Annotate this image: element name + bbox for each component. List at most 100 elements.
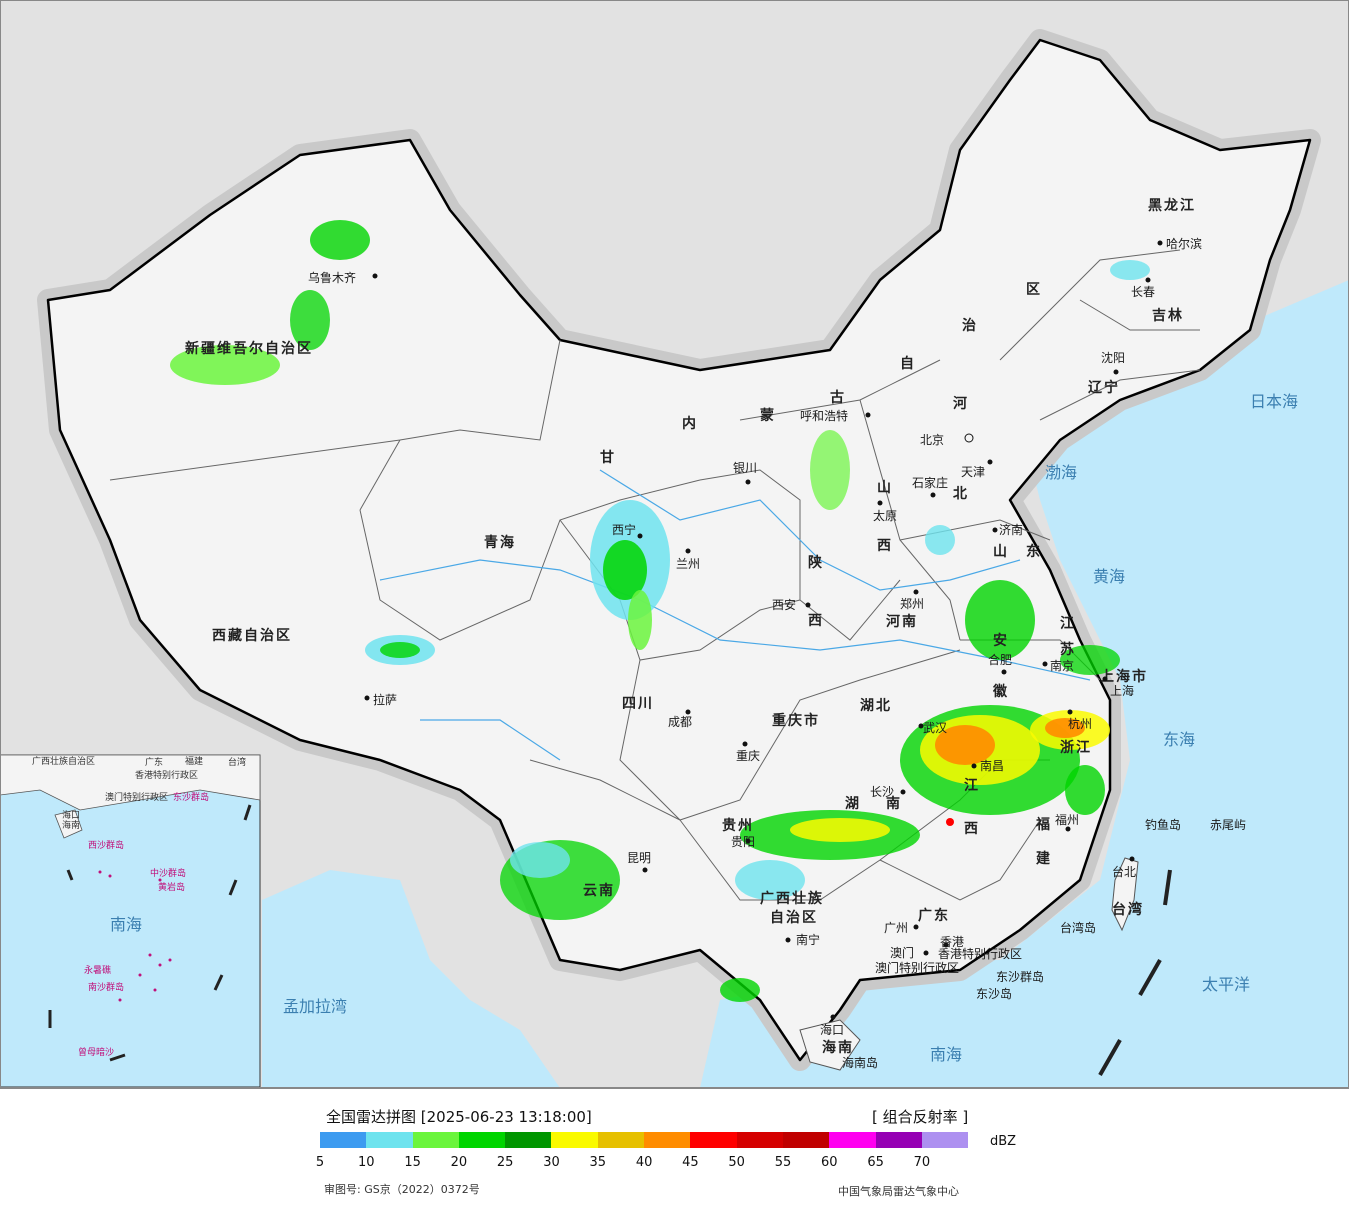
color-scale-ticks: 5 10 15 20 25 30 35 40 45 50 55 60 65 70 — [316, 1155, 970, 1171]
boundary-dashes — [1098, 869, 1172, 1076]
island-labels: 钓鱼岛 赤尾屿 台湾岛 东沙群岛 东沙岛 海南岛 — [842, 817, 1246, 1070]
island-label: 东沙群岛 — [996, 969, 1044, 984]
province-label: 吉林 — [1152, 307, 1184, 324]
city-label: 武汉 — [923, 721, 947, 735]
color-swatch — [597, 1132, 645, 1148]
province-label: 湖北 — [860, 698, 892, 714]
rivers — [379, 469, 1091, 761]
inset-label: 东沙群岛 — [173, 791, 209, 803]
scale-tick-label: 60 — [821, 1155, 838, 1170]
ocean-bengal — [262, 870, 560, 1088]
color-swatch — [782, 1132, 830, 1148]
inset-label: 黄岩岛 — [158, 881, 185, 893]
scale-tick-label: 15 — [404, 1155, 421, 1170]
inset-label: 曾母暗沙 — [78, 1046, 114, 1058]
sea-label: 东海 — [1163, 730, 1195, 749]
province-label: 西藏自治区 — [212, 627, 292, 644]
province-label: 香港特别行政区 — [938, 946, 1022, 961]
sea-labels: 渤海 黄海 东海 南海 日本海 太平洋 孟加拉湾 — [283, 392, 1298, 1064]
province-label: 治 — [962, 317, 978, 334]
province-label: 西 — [877, 538, 893, 554]
province-label: 南 — [886, 795, 902, 812]
province-label: 重庆市 — [772, 712, 820, 729]
province-label: 江 — [1060, 615, 1076, 632]
province-label: 陕 — [808, 554, 824, 571]
province-label: 甘 — [600, 449, 616, 466]
radar-echoes — [170, 220, 1150, 1002]
city-label: 哈尔滨 — [1166, 236, 1202, 251]
inset-label: 海口 — [62, 809, 80, 821]
scale-tick-label: 50 — [728, 1155, 745, 1170]
city-label: 福州 — [1055, 812, 1079, 827]
city-label: 西安 — [772, 597, 796, 612]
inset-label: 南海 — [110, 915, 142, 934]
city-label: 广州 — [884, 921, 908, 935]
province-label: 广东 — [918, 907, 950, 924]
color-swatch — [320, 1132, 367, 1148]
city-label: 成都 — [668, 715, 692, 729]
province-label: 云南 — [583, 882, 615, 899]
province-label: 青海 — [484, 534, 516, 551]
city-label: 乌鲁木齐 — [308, 270, 356, 285]
province-label: 辽宁 — [1088, 379, 1120, 396]
inset-label: 永暑礁 — [84, 964, 111, 976]
south-china-sea-inset: 广西壮族自治区 广东 福建 台湾 香港特别行政区 澳门特别行政区 海南 海口 西… — [0, 754, 261, 1088]
sea-label: 孟加拉湾 — [283, 997, 347, 1016]
scale-tick-label: 25 — [496, 1155, 514, 1170]
map-approval-number: 审图号: GS京（2022）0372号 — [324, 1183, 480, 1196]
scale-tick-label: 30 — [543, 1155, 560, 1170]
unit-label: dBZ — [990, 1134, 1017, 1149]
color-swatch — [736, 1132, 783, 1148]
sea-label: 日本海 — [1250, 392, 1298, 411]
city-label: 兰州 — [676, 557, 700, 571]
ocean-east — [700, 280, 1349, 1088]
island-label: 台湾岛 — [1060, 920, 1096, 935]
city-label: 济南 — [999, 522, 1023, 537]
color-swatch — [505, 1132, 552, 1148]
province-label: 自 — [900, 355, 916, 372]
color-swatch — [875, 1132, 922, 1148]
legend-title: 全国雷达拼图 [2025-06-23 13:18:00] — [326, 1108, 592, 1126]
province-label: 西 — [964, 821, 980, 837]
inset-label: 海南 — [62, 819, 80, 831]
city-label: 沈阳 — [1101, 350, 1125, 365]
province-label: 蒙 — [760, 407, 776, 424]
city-label: 太原 — [873, 508, 897, 523]
city-label: 郑州 — [900, 596, 924, 611]
city-label: 贵阳 — [731, 835, 755, 849]
island-label: 赤尾屿 — [1210, 818, 1246, 832]
city-label: 重庆 — [736, 749, 760, 763]
province-label: 福 — [1035, 816, 1052, 833]
inset-label: 南沙群岛 — [88, 981, 124, 993]
province-label: 贵州 — [722, 817, 754, 834]
inset-label: 广东 — [145, 756, 163, 768]
scale-tick-label: 65 — [867, 1155, 884, 1170]
city-label: 石家庄 — [912, 475, 948, 490]
island-label: 东沙岛 — [976, 986, 1012, 1001]
province-label: 古 — [830, 389, 846, 406]
province-label: 山 — [877, 480, 893, 496]
hainan-island — [799, 1019, 861, 1071]
province-label: 上海市 — [1100, 668, 1148, 685]
province-label: 广西壮族 — [760, 890, 824, 907]
province-label: 四川 — [622, 696, 654, 712]
city-label: 澳门 — [890, 945, 914, 960]
color-swatch — [829, 1132, 876, 1148]
city-label: 银川 — [733, 461, 757, 475]
city-labels: 乌鲁木齐 拉萨 西宁 兰州 银川 呼和浩特 北京 天津 石家庄 太原 济南 西安… — [308, 236, 1202, 1037]
inset-label: 台湾 — [228, 756, 246, 768]
color-swatch — [551, 1132, 598, 1148]
province-label: 西 — [808, 613, 824, 629]
province-label: 东 — [1026, 543, 1042, 560]
province-label: 海南 — [822, 1039, 854, 1056]
city-label: 呼和浩特 — [800, 408, 848, 423]
color-swatch — [644, 1132, 691, 1148]
province-label: 河 — [953, 395, 969, 412]
inset-label: 澳门特别行政区 — [105, 791, 168, 803]
scale-tick-label: 70 — [913, 1155, 931, 1170]
city-label: 北京 — [920, 433, 944, 447]
scale-tick-label: 35 — [589, 1155, 607, 1170]
province-label: 内 — [682, 415, 698, 432]
island-label: 海南岛 — [842, 1055, 878, 1070]
